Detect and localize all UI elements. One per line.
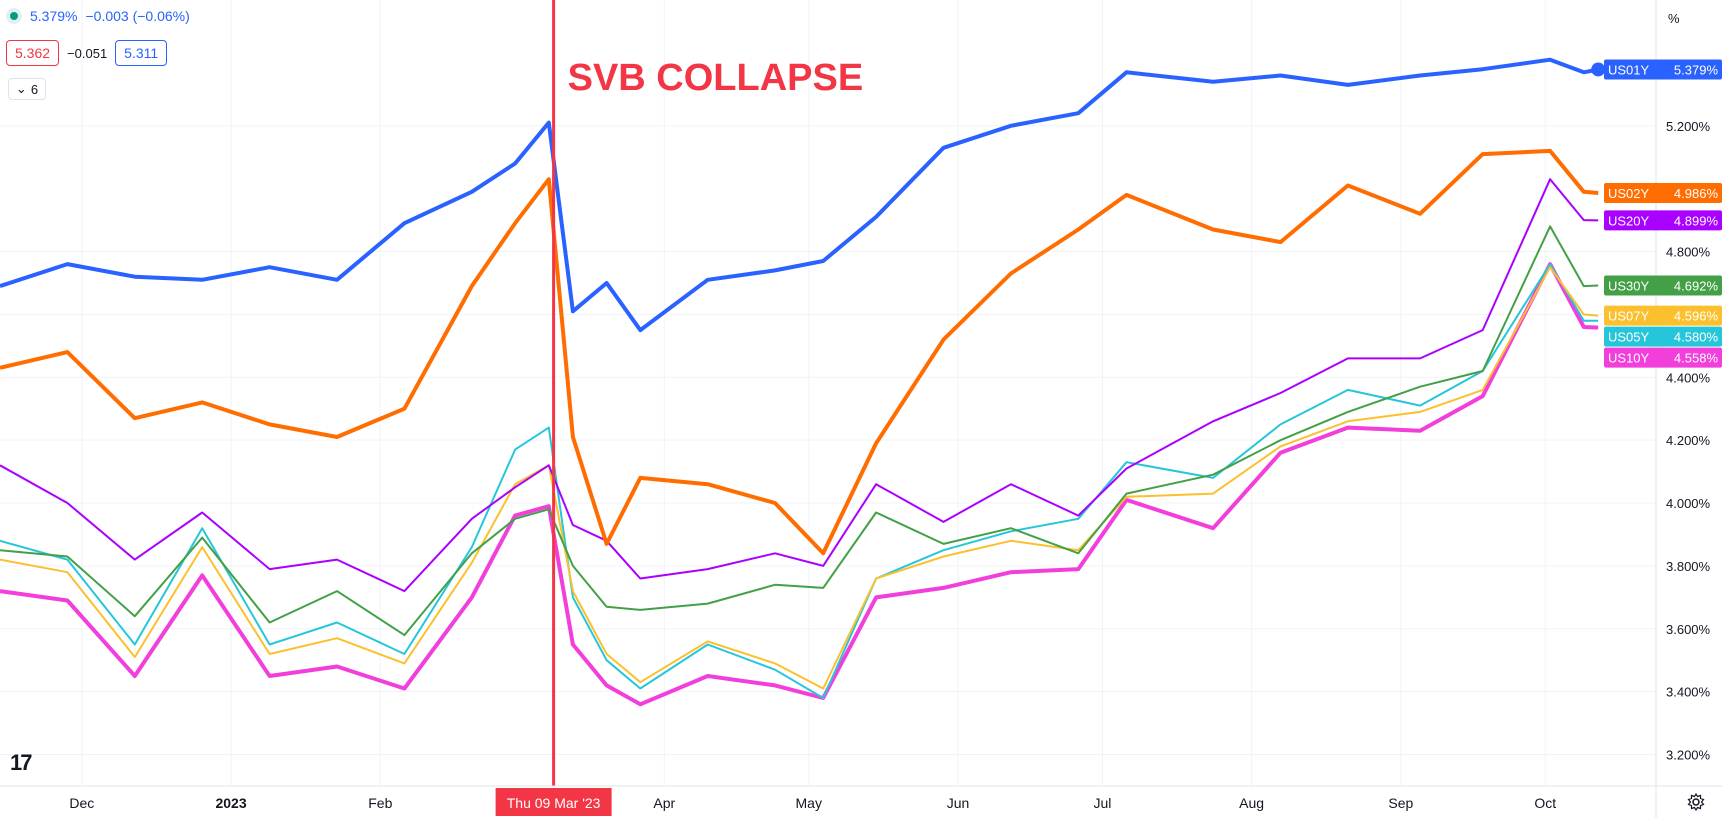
settings-gear-icon[interactable] [1686,792,1706,812]
price-label-value: 4.899% [1674,213,1719,228]
series-line-us10y [0,262,1599,707]
x-tick-label: Aug [1239,795,1264,811]
svb-annotation: SVB COLLAPSE Thu 09 Mar '23 [495,0,864,816]
last-value-labels: US01Y 5.379% US02Y 4.986% US20Y 4.899% US30Y 4.… [1604,59,1722,368]
price-label-value: 4.596% [1674,309,1719,324]
date-crosshair-box [495,788,612,816]
price-label-us07y: US07Y 4.596% [1604,305,1722,326]
price-label-symbol: US01Y [1608,62,1650,77]
svb-annotation-text: SVB COLLAPSE [568,57,864,99]
symbol-legend: 5.379% −0.003 (−0.06%) [6,8,190,24]
price-label-us20y: US20Y 4.899% [1604,210,1722,231]
ask-price-button[interactable]: 5.311 [115,40,168,66]
legend-price: 5.379% [30,8,78,24]
price-label-bg [1604,210,1722,231]
spread-value: −0.051 [67,45,108,61]
y-tick-label: 3.600% [1666,622,1711,637]
chevron-down-icon: ⌄ [15,81,27,96]
price-label-us02y: US02Y 4.986% [1604,183,1722,204]
legend-change: −0.003 (−0.06%) [85,8,190,24]
y-tick-label: 4.000% [1666,496,1711,511]
x-tick-label: 2023 [215,795,246,811]
price-scale-unit[interactable]: % [1668,11,1680,26]
y-tick-label: 5.200% [1666,119,1711,134]
indicator-count: 6 [30,81,39,97]
y-tick-label: 4.200% [1666,433,1711,448]
price-label-bg [1604,347,1722,368]
x-tick-label: Dec [69,795,94,811]
price-label-symbol: US07Y [1608,309,1650,324]
price-label-us30y: US30Y 4.692% [1604,275,1722,296]
x-tick-label: Jul [1093,795,1111,811]
date-crosshair-label: Thu 09 Mar '23 [507,795,601,811]
market-status-icon [6,8,22,24]
bid-price-button[interactable]: 5.362 [6,40,60,66]
series-line-us02y [0,148,1599,556]
price-label-symbol: US05Y [1608,330,1650,345]
price-label-symbol: US20Y [1608,213,1650,228]
grid [0,0,1656,786]
y-tick-label: 3.200% [1666,748,1711,763]
price-label-symbol: US02Y [1608,186,1650,201]
x-tick-label: Jun [947,795,970,811]
bid-ask-row: 5.362 −0.051 5.311 [6,40,168,66]
price-label-us01y: US01Y 5.379% [1604,59,1722,80]
price-label-value: 4.986% [1674,186,1719,201]
tradingview-logo-icon[interactable]: 17 [10,750,33,775]
x-tick-label: Sep [1388,795,1413,811]
series-line-us05y [0,263,1599,699]
x-tick-label: Apr [653,795,675,811]
series-line-us01y [0,57,1599,333]
price-label-bg [1604,305,1722,326]
x-tick-label: May [796,795,822,811]
price-label-symbol: US10Y [1608,351,1650,366]
y-tick-label: 4.400% [1666,370,1711,385]
price-label-us05y: US05Y 4.580% [1604,326,1722,347]
series-line-us07y [0,266,1599,690]
price-label-bg [1604,183,1722,204]
series-line-us20y [0,178,1599,593]
price-label-value: 4.580% [1674,330,1719,345]
price-label-value: 4.558% [1674,351,1719,366]
price-label-value: 4.692% [1674,278,1719,293]
indicators-collapse-button[interactable]: ⌄ 6 [8,78,46,100]
x-tick-label: Feb [368,795,392,811]
us01y-last-point [1591,62,1606,77]
price-label-symbol: US30Y [1608,278,1650,293]
y-tick-label: 4.800% [1666,245,1711,260]
series-line-us30y [0,225,1599,637]
price-label-bg [1604,326,1722,347]
price-label-bg [1604,59,1722,80]
y-tick-label: 3.400% [1666,685,1711,700]
price-label-bg [1604,275,1722,296]
price-label-value: 5.379% [1674,62,1719,77]
x-tick-label: Oct [1534,795,1556,811]
price-label-us10y: US10Y 4.558% [1604,347,1722,368]
series-lines [0,57,1606,707]
y-tick-label: 3.800% [1666,559,1711,574]
